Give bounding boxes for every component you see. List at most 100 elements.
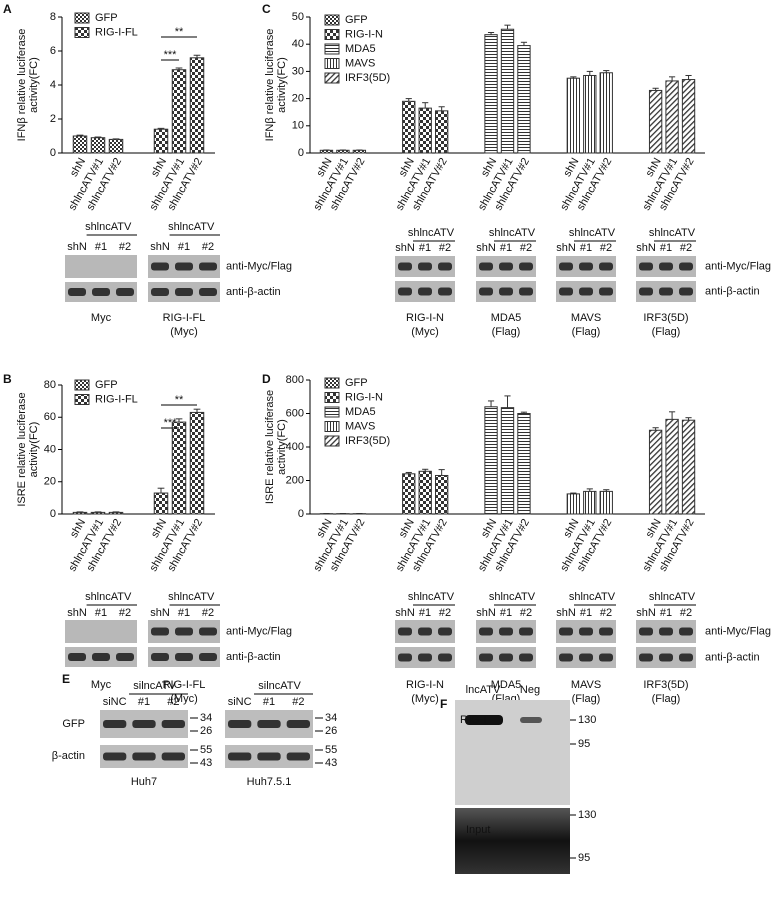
blot-caption: IRF3(5D)	[643, 312, 688, 324]
blot-band	[579, 627, 593, 636]
lane-label: #2	[119, 607, 131, 619]
blot-caption: (Myc)	[411, 693, 439, 705]
blot-caption: (Flag)	[572, 326, 601, 338]
marker-label: 34	[325, 712, 337, 724]
bar	[352, 149, 367, 154]
blot-band	[161, 752, 185, 761]
panel-label: C	[262, 2, 271, 16]
blot-header: shlncATV	[408, 227, 455, 239]
blot-header: shlncATV	[569, 227, 616, 239]
legend-label: MDA5	[345, 43, 376, 55]
blot-band	[175, 627, 193, 636]
blot-header: shlncATV	[168, 591, 215, 603]
blot-band	[257, 752, 281, 761]
panel-label: B	[3, 372, 12, 386]
lane-label: #1	[660, 242, 672, 254]
blot-band	[438, 287, 452, 296]
bar	[434, 474, 449, 515]
blot-caption: Myc	[91, 312, 112, 324]
blot-band	[116, 653, 134, 661]
blot-header: shlncATV	[85, 591, 132, 603]
lane-label: shN	[636, 607, 656, 619]
antibody-label: anti-Myc/Flag	[226, 260, 292, 272]
blot-caption: Huh7.5.1	[247, 776, 292, 788]
marker-label: 26	[325, 725, 337, 737]
bar	[599, 490, 613, 515]
blot-band	[499, 653, 513, 662]
bar	[72, 135, 88, 154]
blot-band	[199, 627, 217, 636]
legend-label: RIG-I-FL	[95, 393, 138, 405]
blot-band	[499, 262, 513, 271]
antibody-label: anti-Myc/Flag	[705, 625, 771, 637]
lane-label: #2	[520, 242, 532, 254]
bar	[665, 418, 679, 515]
y-axis-label: IFNβ relative luciferase	[16, 29, 28, 142]
bar	[108, 511, 124, 515]
blot-band	[679, 653, 693, 662]
lane-label: #1	[263, 696, 275, 708]
blot-strip	[455, 808, 570, 874]
bar	[72, 511, 88, 515]
y-tick-label: 10	[292, 120, 304, 132]
blot-band	[659, 627, 673, 636]
blot-strip	[65, 620, 137, 643]
lane-label: #1	[500, 607, 512, 619]
blot-band	[161, 720, 185, 728]
blot-band	[679, 287, 693, 296]
blot-band	[175, 288, 193, 296]
blot-band	[151, 627, 169, 636]
blot-row-label: Input	[466, 824, 490, 836]
blot-caption: (Flag)	[572, 693, 601, 705]
blot-band	[599, 653, 613, 662]
blot-band	[599, 287, 613, 296]
y-tick-label: 0	[50, 508, 56, 520]
lane-label: #1	[419, 607, 431, 619]
marker-label: 95	[578, 852, 590, 864]
lane-label: shN	[476, 607, 496, 619]
blot-band	[199, 653, 217, 661]
bar	[681, 79, 696, 154]
lane-label: #1	[580, 607, 592, 619]
bar	[319, 149, 334, 154]
blot-band	[418, 287, 432, 296]
blot-band	[499, 287, 513, 296]
bar	[500, 28, 515, 154]
bar	[434, 110, 449, 154]
legend-swatch	[74, 394, 90, 405]
blot-band	[132, 720, 156, 728]
y-axis-label: activity(FC)	[28, 57, 40, 113]
legend-swatch	[324, 14, 340, 26]
blot-band	[579, 653, 593, 662]
bar	[418, 470, 432, 515]
blot-band	[579, 262, 593, 271]
blot-header: shlncATV	[489, 227, 536, 239]
blot-band	[559, 262, 573, 271]
legend-label: MAVS	[345, 57, 375, 69]
y-tick-label: 40	[44, 443, 56, 455]
blot-band	[599, 262, 613, 271]
blot-header: shlncATV	[489, 591, 536, 603]
blot-caption: Huh7	[131, 776, 157, 788]
blot-caption: (Myc)	[170, 693, 198, 705]
bar	[517, 413, 531, 515]
legend-label: GFP	[345, 14, 368, 26]
y-tick-label: 2	[50, 113, 56, 125]
y-axis-label: activity(FC)	[276, 57, 288, 113]
y-tick-label: 40	[292, 38, 304, 50]
y-tick-label: 60	[44, 411, 56, 423]
blot-header: silncATV	[133, 680, 176, 692]
blot-band	[132, 752, 156, 761]
blot-band	[68, 653, 86, 661]
blot-band	[228, 752, 252, 761]
lane-label: #2	[680, 607, 692, 619]
blot-row-label: β-actin	[52, 750, 85, 762]
marker-label: 130	[578, 714, 596, 726]
y-tick-label: 400	[286, 441, 304, 453]
bar	[171, 421, 187, 515]
legend-label: RIG-I-N	[345, 391, 383, 403]
blot-band	[679, 627, 693, 636]
lane-label: Neg	[520, 684, 540, 696]
legend-label: IRF3(5D)	[345, 72, 390, 84]
blot-band	[559, 287, 573, 296]
